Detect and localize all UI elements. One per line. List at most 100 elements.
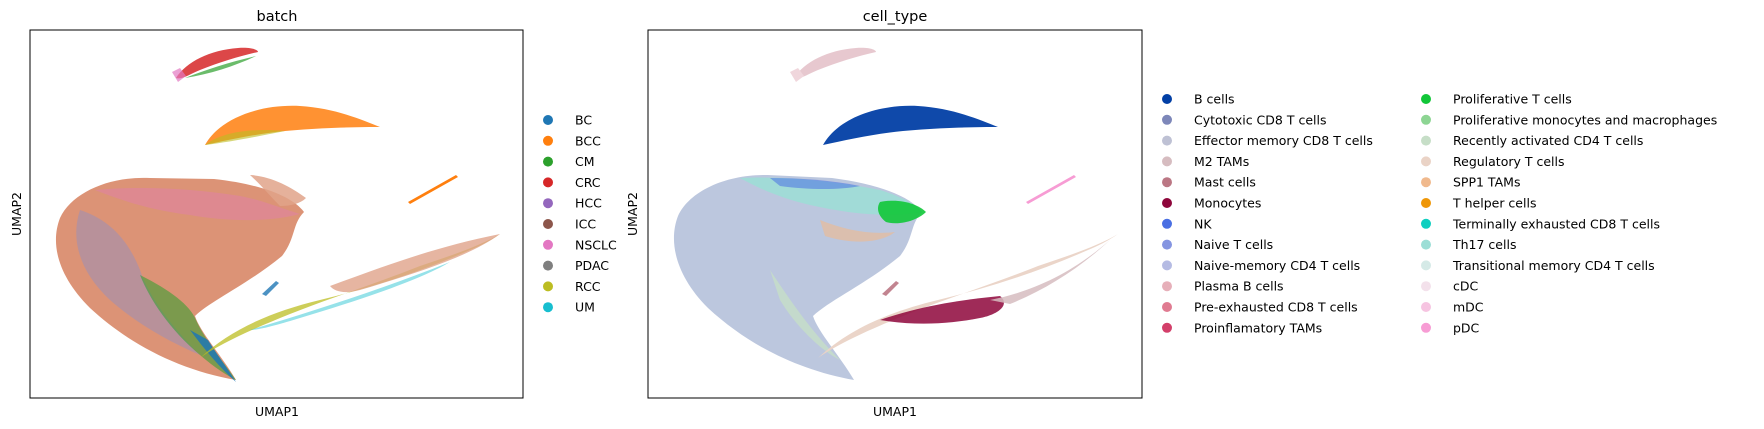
legend-marker	[543, 302, 553, 313]
x-axis-label: UMAP1	[873, 404, 917, 419]
legend-entry: Recently activated CD4 T cells	[1421, 133, 1643, 148]
legend-marker	[543, 198, 553, 209]
scatter-points	[673, 47, 1118, 380]
legend-batch: BC BCC CM CRC HCC ICC NSCLC PDAC RCC UM	[543, 113, 617, 315]
legend-entry: Effector memory CD8 T cells	[1162, 133, 1373, 148]
cluster-lower-arm-mast	[882, 281, 899, 296]
legend-entry: Monocytes	[1162, 196, 1261, 211]
legend-marker	[1421, 135, 1431, 146]
legend-entry: Transitional memory CD4 T cells	[1421, 258, 1655, 273]
legend-cell-type: B cells Cytotoxic CD8 T cells Effector mem…	[1162, 92, 1717, 335]
legend-entry: Naive T cells	[1162, 237, 1273, 252]
legend-label: cDC	[1453, 279, 1478, 294]
cluster-main-body	[55, 177, 304, 380]
cluster-lower-arm	[818, 234, 1118, 358]
legend-label: Proinflamatory TAMs	[1194, 320, 1322, 335]
legend-marker	[543, 156, 553, 167]
legend-marker	[543, 177, 553, 188]
legend-label: Monocytes	[1194, 196, 1261, 211]
y-axis-label: UMAP2	[9, 192, 24, 236]
legend-marker	[1162, 302, 1172, 312]
legend-label: CRC	[575, 175, 601, 190]
legend-label: NK	[1194, 216, 1212, 231]
legend-label: BCC	[575, 133, 601, 148]
chart-title: cell_type	[863, 9, 928, 25]
legend-label: Naive-memory CD4 T cells	[1194, 258, 1360, 273]
legend-label: BC	[575, 113, 592, 128]
legend-label: Regulatory T cells	[1453, 154, 1565, 169]
legend-entry: T helper cells	[1421, 196, 1536, 211]
legend-label: B cells	[1194, 92, 1235, 107]
legend-label: ICC	[575, 217, 596, 232]
legend-entry: BC	[543, 113, 592, 128]
legend-label: Effector memory CD8 T cells	[1194, 133, 1373, 148]
cluster-main-blue-tail	[190, 330, 236, 382]
legend-entry: pDC	[1421, 320, 1480, 335]
legend-label: PDAC	[575, 258, 609, 273]
legend-entry: mDC	[1421, 300, 1484, 315]
legend-label: Proliferative monocytes and macrophages	[1453, 112, 1717, 127]
legend-label: Mast cells	[1194, 175, 1256, 190]
legend-marker	[1162, 114, 1172, 125]
panel-batch: batch UMAP1 UM	[9, 9, 617, 419]
cluster-lower-arm-top	[330, 234, 500, 293]
legend-marker	[1421, 260, 1431, 271]
legend-marker	[1421, 302, 1431, 312]
x-axis-label: UMAP1	[255, 404, 299, 419]
cluster-main-body-pink	[95, 188, 300, 221]
legend-label: HCC	[575, 196, 602, 211]
plot-frame	[647, 29, 1143, 399]
legend-marker	[1421, 156, 1431, 167]
cluster-b-cells	[823, 105, 998, 145]
legend-marker	[1421, 94, 1431, 104]
cluster-top-pink	[172, 68, 186, 82]
legend-marker	[543, 239, 553, 250]
legend-marker	[1162, 94, 1172, 104]
legend-marker	[543, 115, 553, 125]
legend-entry: CM	[543, 154, 595, 169]
legend-entry: Th17 cells	[1421, 237, 1516, 252]
legend-entry: B cells	[1162, 92, 1235, 107]
legend-marker	[543, 281, 553, 292]
legend-marker	[1162, 218, 1172, 229]
cluster-main-body-mix	[76, 210, 200, 355]
cluster-main-teal	[740, 177, 922, 215]
legend-marker	[1421, 218, 1431, 229]
legend-marker	[1162, 322, 1172, 333]
legend-entry: Proliferative monocytes and macrophages	[1421, 112, 1717, 127]
cluster-lower-arm-monocytes	[880, 296, 1004, 324]
legend-entry: UM	[543, 300, 595, 315]
legend-label: UM	[575, 300, 595, 315]
legend-label: Plasma B cells	[1194, 279, 1284, 294]
legend-marker	[1162, 135, 1172, 146]
legend-marker	[1162, 156, 1172, 167]
cluster-middle-mix	[205, 130, 285, 145]
legend-entry: RCC	[543, 279, 601, 294]
legend-label: Naive T cells	[1194, 237, 1273, 252]
legend-entry: NK	[1162, 216, 1212, 231]
legend-label: T helper cells	[1452, 196, 1536, 211]
legend-entry: ICC	[543, 217, 596, 232]
cluster-top	[794, 47, 876, 79]
legend-label: M2 TAMs	[1194, 154, 1249, 169]
legend-marker	[1421, 322, 1431, 333]
plot-frame	[29, 29, 524, 399]
cluster-small-blue	[262, 281, 279, 296]
cluster-streak	[1026, 175, 1076, 204]
legend-marker	[1162, 239, 1172, 250]
legend-label: Transitional memory CD4 T cells	[1452, 258, 1655, 273]
cluster-main-blue	[770, 178, 860, 189]
legend-entry: Terminally exhausted CD8 T cells	[1421, 216, 1660, 231]
legend-entry: Proliferative T cells	[1421, 92, 1572, 107]
legend-marker	[1421, 177, 1431, 188]
legend-entry: cDC	[1421, 279, 1478, 294]
legend-entry: PDAC	[543, 258, 609, 273]
legend-marker	[1162, 198, 1172, 208]
cluster-lower-arm-pink	[990, 240, 1110, 304]
cluster-main-body	[673, 174, 922, 380]
cluster-top	[176, 47, 258, 79]
y-axis-label: UMAP2	[625, 192, 640, 236]
cluster-streak	[408, 175, 458, 204]
legend-label: Pre-exhausted CD8 T cells	[1194, 300, 1358, 315]
